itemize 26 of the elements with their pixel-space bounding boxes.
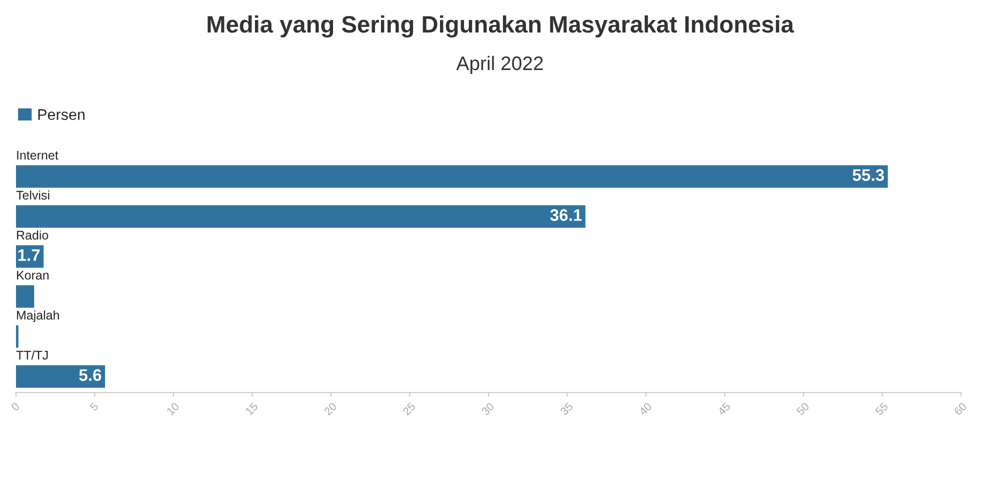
x-tick-label: 45 <box>717 402 731 416</box>
x-tick-label: 0 <box>10 402 20 412</box>
data-label: 5.6 <box>79 369 102 381</box>
y-tick-label: TT/TJ <box>16 350 48 360</box>
data-label: 36.1 <box>550 209 582 221</box>
chart-title: Media yang Sering Digunakan Masyarakat Indonesia <box>208 15 794 38</box>
x-tick-label: 20 <box>324 402 338 416</box>
x-tick-label: 5 <box>90 402 99 412</box>
y-tick-label: Majalah <box>17 310 59 322</box>
x-tick-label: 30 <box>480 402 495 416</box>
x-tick-label: 40 <box>638 402 652 416</box>
data-label: 55.3 <box>852 169 884 181</box>
y-tick-label: Koran <box>17 270 49 280</box>
y-tick-label: Internet <box>17 150 58 160</box>
chart-subtitle: April 2022 <box>456 56 543 74</box>
x-tick-label: 60 <box>954 402 968 416</box>
x-tick-label: 25 <box>402 402 416 416</box>
y-tick-label: Radio <box>17 230 48 240</box>
y-tick-label: Telvisi <box>16 190 50 200</box>
legend-label: Persen <box>38 109 84 120</box>
x-tick-label: 10 <box>166 402 180 416</box>
data-label: 1.7 <box>18 249 40 261</box>
x-tick-label: 50 <box>796 402 810 416</box>
x-tick-label: 35 <box>560 402 574 416</box>
x-tick-label: 55 <box>874 402 888 416</box>
x-tick-label: 15 <box>245 402 258 416</box>
